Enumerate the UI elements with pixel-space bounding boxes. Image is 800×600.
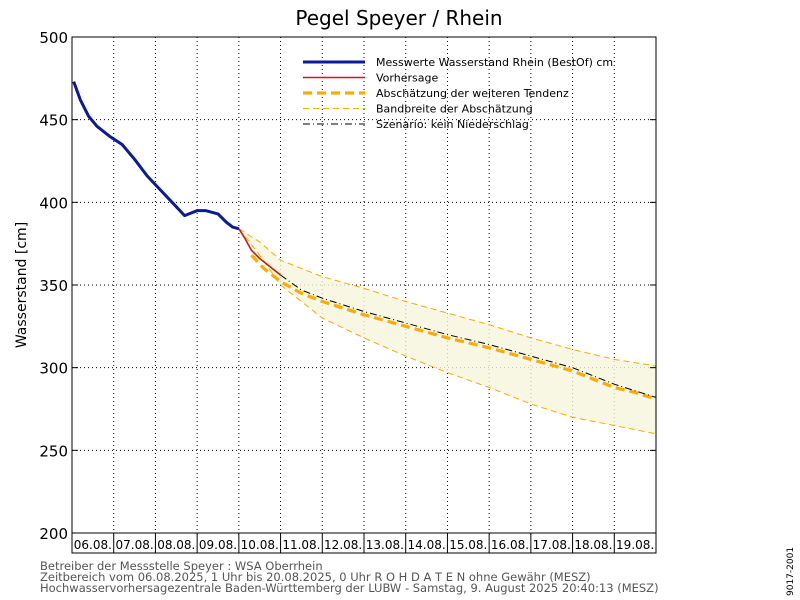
legend-label: Bandbreite der Abschätzung	[376, 103, 533, 116]
x-tick-label: 07.08.	[115, 538, 153, 552]
x-tick-label: 18.08.	[574, 538, 612, 552]
x-axis: 06.08. 07.08. 08.08. 09.08. 10.08. 11.08. 12.0…	[71, 532, 657, 554]
series-line	[280, 274, 657, 398]
x-tick-label: 11.08.	[282, 538, 320, 552]
footer-operator: Betreiber der Messstelle Speyer : WSA Ob…	[40, 559, 323, 573]
y-tick-label: 350	[39, 277, 68, 295]
x-tick-label: 17.08.	[533, 538, 571, 552]
x-tick-label: 10.08.	[241, 538, 279, 552]
footer-source: Hochwasservorhersagezentrale Baden-Württ…	[40, 581, 659, 595]
y-axis-label: Wasserstand [cm]	[14, 222, 30, 348]
x-tick-label: 15.08.	[449, 538, 487, 552]
band-fill	[238, 228, 656, 434]
y-tick-label: 250	[39, 442, 68, 460]
legend: Messwerte Wasserstand Rhein (BestOf) cm V…	[303, 56, 613, 131]
x-tick-label: 19.08.	[616, 538, 654, 552]
x-tick-label: 12.08.	[324, 538, 362, 552]
x-tick-label: 09.08.	[199, 538, 237, 552]
y-tick-label: 450	[39, 112, 68, 130]
x-tick-label: 13.08.	[366, 538, 404, 552]
side-label: 9017-2001	[786, 547, 796, 596]
y-tick-label: 400	[39, 194, 68, 212]
y-tick-label: 200	[39, 525, 68, 543]
x-tick-label: 14.08.	[407, 538, 445, 552]
y-tick-label: 300	[39, 360, 68, 378]
legend-label: Vorhersage	[376, 72, 438, 85]
legend-label: Messwerte Wasserstand Rhein (BestOf) cm	[376, 56, 613, 69]
legend-label: Abschätzung der weiteren Tendenz	[376, 87, 569, 100]
series-line	[250, 254, 657, 401]
x-tick-label: 06.08.	[74, 538, 112, 552]
band-upper-line	[238, 228, 657, 367]
series-group	[72, 81, 657, 401]
footer-time-range: Zeitbereich vom 06.08.2025, 1 Uhr bis 20…	[40, 570, 591, 584]
legend-label: Szenario: kein Niederschlag	[376, 118, 529, 131]
y-tick-label: 500	[39, 29, 68, 47]
y-axis: 200 250 300 350 400 450 500	[39, 29, 656, 543]
x-tick-label: 08.08.	[157, 538, 195, 552]
series-line	[72, 81, 240, 231]
x-tick-label: 16.08.	[491, 538, 529, 552]
series-line	[238, 228, 282, 276]
chart-title: Pegel Speyer / Rhein	[295, 6, 502, 30]
